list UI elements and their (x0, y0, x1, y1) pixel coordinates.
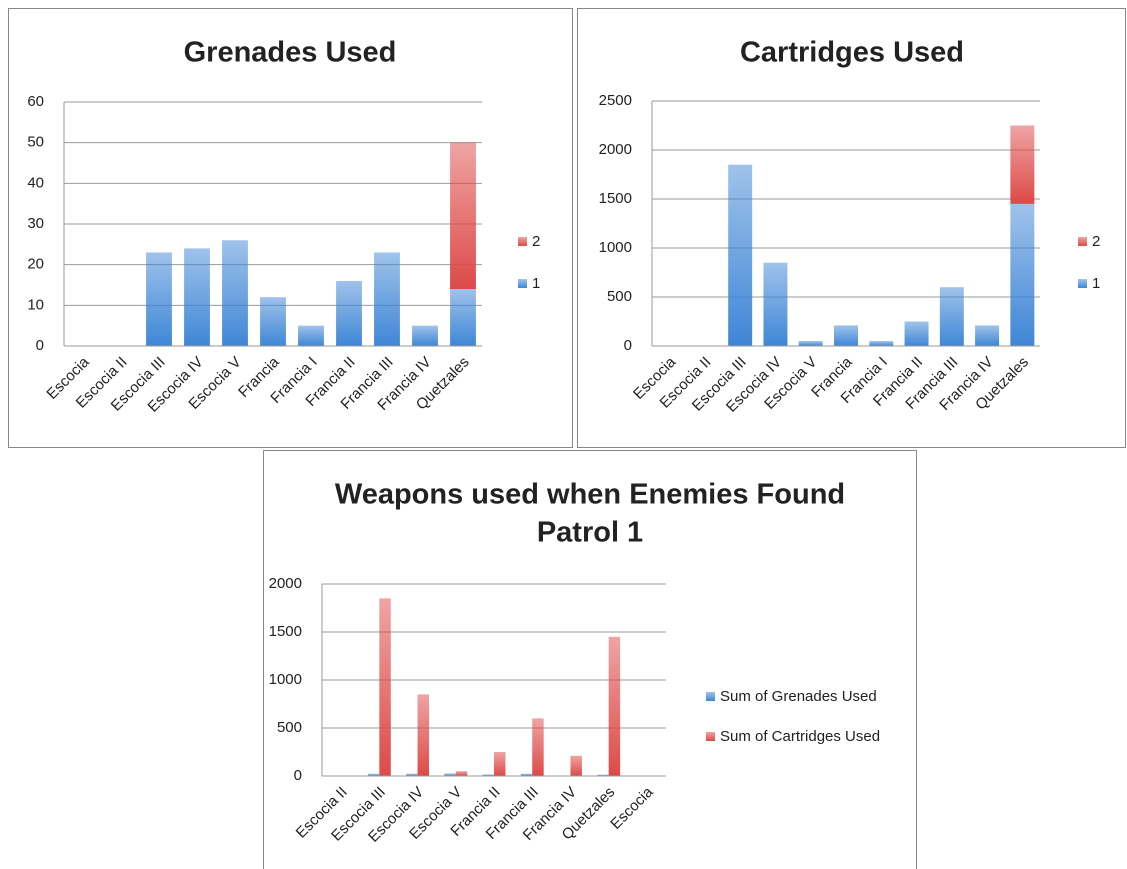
chart-subtitle: Patrol 1 (537, 517, 643, 549)
bar (374, 252, 400, 346)
y-tick-label: 500 (277, 719, 302, 736)
y-tick-label: 10 (27, 296, 44, 313)
legend-swatch (706, 692, 715, 701)
bar (146, 252, 172, 346)
y-tick-label: 1000 (599, 239, 632, 256)
bar (298, 325, 324, 346)
y-tick-label: 1500 (269, 623, 302, 640)
bar (336, 280, 362, 346)
y-tick-label: 40 (27, 174, 44, 191)
bar (406, 773, 418, 776)
legend-label: 1 (532, 275, 540, 292)
legend-label: Sum of Grenades Used (720, 688, 877, 705)
bar (222, 240, 248, 346)
y-tick-label: 0 (36, 337, 44, 354)
legend-swatch (1078, 279, 1087, 288)
bar (260, 297, 286, 346)
bar (869, 341, 894, 346)
y-tick-label: 2500 (599, 92, 632, 109)
y-tick-label: 2000 (269, 575, 302, 592)
bar (412, 325, 438, 346)
y-tick-label: 500 (607, 288, 632, 305)
panel (263, 450, 917, 869)
legend-swatch (518, 237, 527, 246)
legend-swatch (1078, 237, 1087, 246)
y-tick-label: 1000 (269, 671, 302, 688)
bar (570, 755, 582, 776)
bar (834, 325, 858, 346)
y-tick-label: 50 (27, 134, 44, 151)
bar (975, 325, 1000, 346)
chart-title: Cartridges Used (740, 37, 964, 69)
bar (597, 774, 609, 776)
bar (482, 774, 494, 776)
bar (763, 262, 788, 346)
y-tick-label: 20 (27, 256, 44, 273)
legend-label: 2 (1092, 233, 1100, 250)
y-tick-label: 60 (27, 93, 44, 110)
bar (608, 636, 621, 776)
bar (798, 341, 823, 346)
bar (417, 694, 430, 776)
legend-label: Sum of Cartridges Used (720, 728, 880, 745)
y-tick-label: 2000 (599, 141, 632, 158)
y-tick-label: 0 (294, 767, 302, 784)
bar (184, 248, 210, 346)
y-tick-label: 1500 (599, 190, 632, 207)
bar (520, 773, 533, 776)
y-tick-label: 0 (624, 337, 632, 354)
bar (455, 771, 468, 776)
bar (444, 773, 456, 776)
y-tick-label: 30 (27, 215, 44, 232)
bar (1010, 203, 1035, 346)
legend-label: 2 (532, 233, 540, 250)
chart-title: Weapons used when Enemies Found (335, 479, 845, 511)
legend-label: 1 (1092, 275, 1100, 292)
panel (8, 8, 573, 448)
bar (904, 321, 929, 346)
bar (450, 142, 476, 290)
bar (532, 718, 544, 776)
legend-swatch (518, 279, 527, 288)
bar (939, 287, 964, 346)
bar (1010, 125, 1035, 204)
legend-swatch (706, 732, 715, 741)
bar (728, 164, 753, 346)
bar (494, 752, 506, 776)
bar (450, 289, 476, 346)
bar (367, 773, 380, 776)
chart-title: Grenades Used (184, 37, 397, 69)
bar (379, 598, 391, 776)
